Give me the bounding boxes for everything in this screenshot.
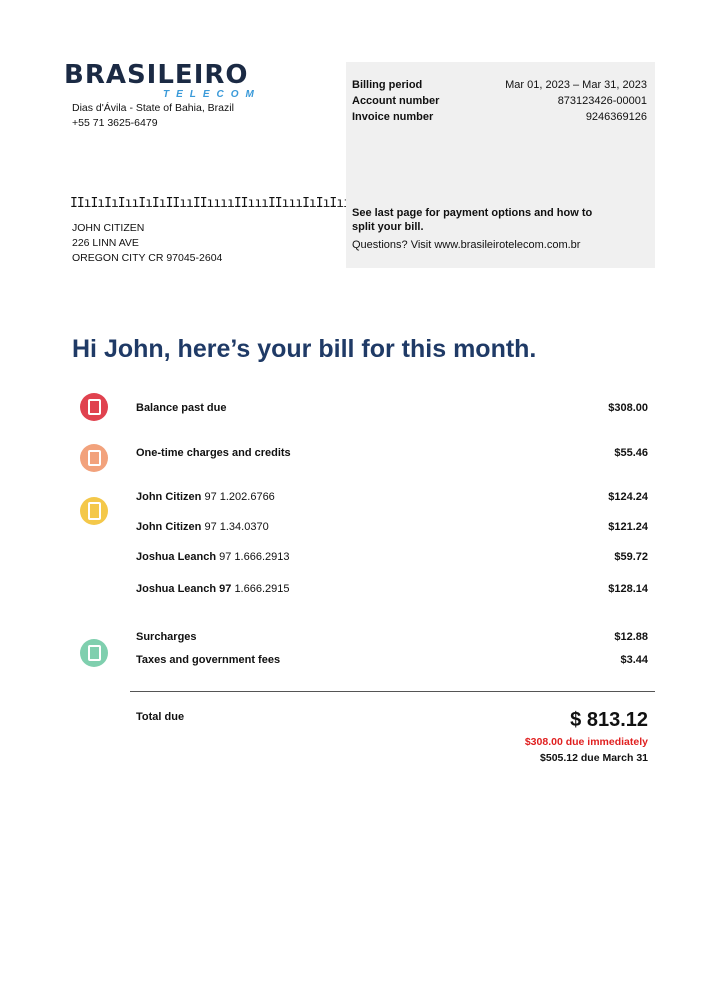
customer-city: OREGON CITY CR 97045-2604 bbox=[72, 252, 223, 264]
due-immediately: $308.00 due immediately bbox=[524, 736, 648, 748]
text: 97 1.202.6766 bbox=[204, 491, 275, 503]
text: $12.88 bbox=[614, 631, 648, 643]
document-icon bbox=[80, 639, 108, 667]
text: 97 1.34.0370 bbox=[204, 521, 269, 533]
company-address: Dias d'Ávila - State of Bahia, Brazil bbox=[72, 102, 234, 114]
total-amount: $ 813.12 bbox=[570, 709, 648, 731]
billing-period: Billing period Mar 01, 2023 – Mar 31, 202… bbox=[352, 78, 647, 92]
text: 1.666.2915 bbox=[234, 583, 290, 595]
text: John Citizen bbox=[136, 491, 202, 503]
line-item: John Citizen 97 1.202.6766 $124.24 bbox=[136, 490, 648, 504]
sim-card-icon bbox=[80, 444, 108, 472]
text: Balance past due bbox=[136, 402, 227, 414]
text: John Citizen bbox=[136, 521, 202, 533]
line-item: Surcharges $12.88 bbox=[136, 630, 648, 644]
text: Joshua Leanch 97 bbox=[136, 583, 232, 595]
line-item: Balance past due $308.00 bbox=[136, 401, 648, 415]
customer-address: JOHN CITIZEN 226 LINN AVE OREGON CITY CR… bbox=[72, 221, 222, 266]
text: $308.00 bbox=[608, 402, 648, 414]
text: $59.72 bbox=[614, 551, 648, 563]
company-logo: BRASILEIRO bbox=[64, 60, 249, 90]
company-logo-sub: TELECOM bbox=[163, 89, 261, 100]
text: Joshua Leanch bbox=[136, 551, 217, 563]
label: Billing period bbox=[352, 79, 423, 91]
customer-street: 226 LINN AVE bbox=[72, 237, 139, 249]
invoice-number: Invoice number 9246369126 bbox=[352, 110, 647, 124]
divider bbox=[130, 691, 655, 692]
line-item: Joshua Leanch 97 1.666.2913 $59.72 bbox=[136, 550, 648, 564]
payment-note: See last page for payment options and ho… bbox=[352, 207, 593, 233]
text: $121.24 bbox=[608, 521, 648, 533]
sim-card-icon bbox=[80, 393, 108, 421]
text: $3.44 bbox=[620, 654, 648, 666]
phone-icon bbox=[80, 497, 108, 525]
postal-barcode: IIıIıIıIııIıIıIIııIIııııIIıııIIıııIıIıIı… bbox=[70, 196, 378, 211]
text: $128.14 bbox=[608, 583, 648, 595]
text: $124.24 bbox=[608, 491, 648, 503]
company-info: Dias d'Ávila - State of Bahia, Brazil +5… bbox=[72, 101, 234, 131]
text: One-time charges and credits bbox=[136, 447, 291, 459]
account-info-box: Billing period Mar 01, 2023 – Mar 31, 202… bbox=[346, 62, 655, 268]
due-later: $505.12 due March 31 bbox=[540, 752, 648, 764]
line-item: Taxes and government fees $3.44 bbox=[136, 653, 648, 667]
label: Invoice number bbox=[352, 111, 434, 123]
text: Surcharges bbox=[136, 631, 197, 643]
line-item: One-time charges and credits $55.46 bbox=[136, 446, 648, 460]
account-number: Account number 873123426-00001 bbox=[352, 94, 647, 108]
text: $55.46 bbox=[614, 447, 648, 459]
company-phone: +55 71 3625-6479 bbox=[72, 117, 158, 129]
line-item: John Citizen 97 1.34.0370 $121.24 bbox=[136, 520, 648, 534]
customer-name: JOHN CITIZEN bbox=[72, 222, 145, 234]
text: Taxes and government fees bbox=[136, 654, 281, 666]
value: 873123426-00001 bbox=[557, 95, 647, 107]
value: Mar 01, 2023 – Mar 31, 2023 bbox=[505, 79, 647, 91]
text: 97 1.666.2913 bbox=[219, 551, 290, 563]
total-label: Total due bbox=[136, 711, 185, 723]
line-item: Joshua Leanch 97 1.666.2915 $128.14 bbox=[136, 582, 648, 596]
label: Account number bbox=[352, 95, 440, 107]
value: 9246369126 bbox=[585, 111, 647, 123]
questions-link[interactable]: Questions? Visit www.brasileirotelecom.c… bbox=[352, 239, 581, 251]
page-title: Hi John, here’s your bill for this month… bbox=[72, 335, 537, 363]
